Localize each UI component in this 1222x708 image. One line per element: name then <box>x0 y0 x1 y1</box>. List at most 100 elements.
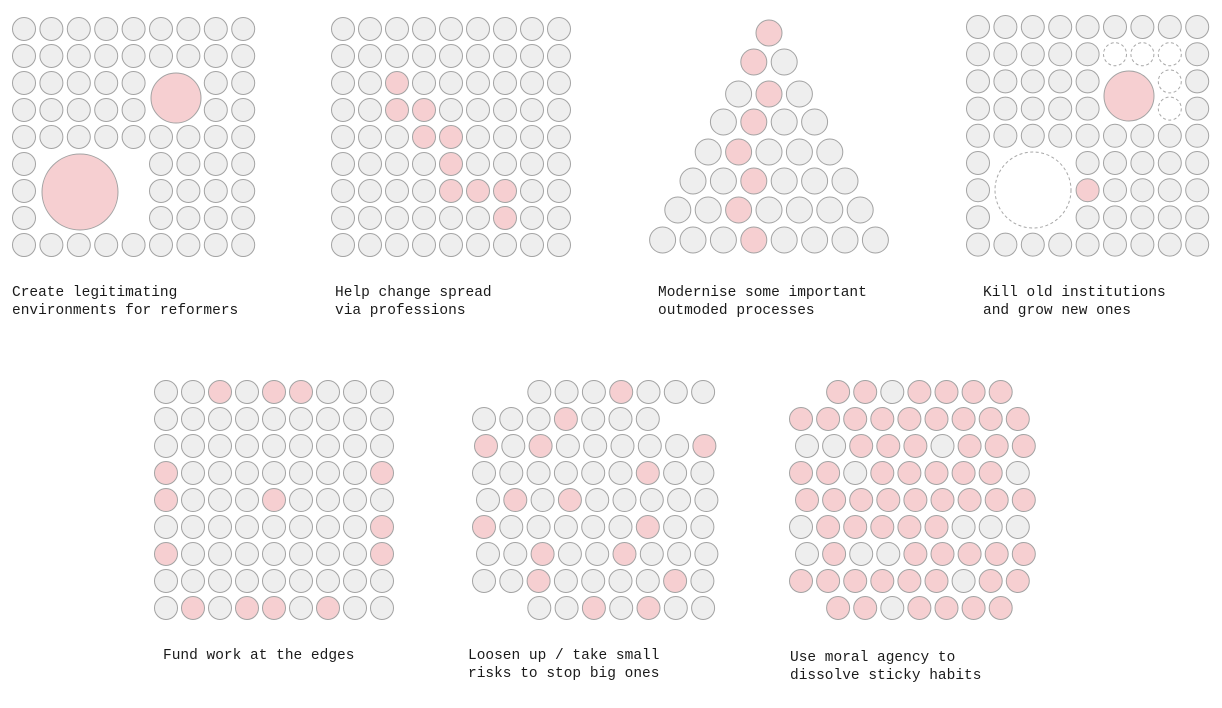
fund-work-at-edges-dot <box>262 596 286 620</box>
help-change-spread-dot <box>439 206 463 230</box>
kill-old-institutions-dot <box>1130 42 1155 67</box>
create-legitimating-environments-dot <box>149 125 173 149</box>
help-change-spread-dot <box>358 152 382 176</box>
help-change-spread-dot <box>358 125 382 149</box>
kill-old-institutions-dot <box>993 96 1018 121</box>
use-moral-agency-dot <box>853 380 878 404</box>
loosen-up-dot <box>499 407 524 431</box>
kill-old-institutions-large-dot <box>1103 70 1155 122</box>
help-change-spread-dot <box>493 152 517 176</box>
use-moral-agency-dot <box>984 488 1009 512</box>
kill-old-institutions-dot <box>1157 151 1182 175</box>
kill-old-institutions-dot <box>1075 69 1100 94</box>
modernise-processes-dot <box>755 196 783 224</box>
kill-old-institutions-dot <box>966 205 990 230</box>
fund-work-at-edges-dot <box>181 461 205 485</box>
loosen-up-dot <box>608 407 633 431</box>
fund-work-at-edges-dot <box>208 407 232 431</box>
create-legitimating-environments-large-dot <box>41 153 119 231</box>
loosen-up-dot <box>553 515 578 539</box>
use-moral-agency-dot <box>876 488 901 512</box>
help-change-spread-dot <box>520 179 544 203</box>
help-change-spread-dot <box>412 152 436 176</box>
kill-old-institutions-dot <box>993 232 1018 257</box>
use-moral-agency-dot <box>934 380 959 404</box>
use-moral-agency-dot <box>876 434 901 458</box>
create-legitimating-environments-dot <box>39 125 64 149</box>
fund-work-at-edges-dot <box>262 542 286 566</box>
kill-old-institutions-dot <box>1103 178 1127 203</box>
help-change-spread-dot <box>493 179 517 203</box>
fund-work-at-edges-dot <box>289 380 313 404</box>
use-moral-agency-dot <box>795 488 819 512</box>
modernise-processes-dot <box>801 108 829 136</box>
kill-old-institutions-dot <box>1048 15 1073 39</box>
create-legitimating-environments-dot <box>12 98 36 122</box>
kill-old-institutions-dot <box>1185 232 1210 257</box>
help-change-spread-dot <box>331 44 355 68</box>
modernise-processes-dot <box>755 19 783 47</box>
loosen-up-dot <box>663 380 688 404</box>
help-change-spread-dot <box>439 71 463 95</box>
create-legitimating-environments-dot <box>203 233 228 257</box>
help-change-spread-dot <box>466 71 490 95</box>
fund-work-at-edges-dot <box>262 461 286 485</box>
caption-kill-old-institutions: Kill old institutions and grow new ones <box>983 285 1166 319</box>
loosen-up-dot <box>528 434 553 458</box>
use-moral-agency-dot <box>951 515 976 539</box>
kill-old-institutions-dot <box>966 69 990 94</box>
loosen-up-dot <box>499 461 524 485</box>
loosen-up-dot <box>557 542 582 566</box>
fund-work-at-edges-dot <box>181 434 205 458</box>
fund-work-at-edges-dot <box>154 434 178 458</box>
create-legitimating-environments-dot <box>66 17 91 41</box>
use-moral-agency-dot <box>903 542 928 566</box>
loosen-up-dot <box>663 596 688 620</box>
use-moral-agency-dot <box>876 542 901 566</box>
loosen-up-dot <box>635 569 660 593</box>
fund-work-at-edges-dot <box>343 434 367 458</box>
create-legitimating-environments-dot <box>203 179 228 203</box>
modernise-processes-dot <box>785 196 813 224</box>
loosen-up-dot <box>663 461 688 485</box>
kill-old-institutions-dot <box>1130 15 1155 39</box>
fund-work-at-edges-dot <box>289 596 313 620</box>
fund-work-at-edges-dot <box>262 569 286 593</box>
fund-work-at-edges-dot <box>343 488 367 512</box>
use-moral-agency-dot <box>951 569 976 593</box>
help-change-spread-dot <box>412 206 436 230</box>
caption-modernise-processes: Modernise some important outmoded proces… <box>658 285 867 319</box>
loosen-up-dot <box>553 461 578 485</box>
help-change-spread-dot <box>493 125 517 149</box>
help-change-spread-dot <box>439 233 463 257</box>
kill-old-institutions-dot <box>1103 123 1127 148</box>
fund-work-at-edges-dot <box>235 596 259 620</box>
fund-work-at-edges-dot <box>208 542 232 566</box>
loosen-up-dot <box>608 461 633 485</box>
use-moral-agency-dot <box>822 488 847 512</box>
fund-work-at-edges-dot <box>316 434 340 458</box>
fund-work-at-edges-dot <box>262 380 286 404</box>
loosen-up-dot <box>637 434 662 458</box>
kill-old-institutions-dot <box>1048 42 1073 67</box>
create-legitimating-environments-dot <box>94 125 119 149</box>
fund-work-at-edges-dot <box>316 569 340 593</box>
modernise-processes-dot <box>846 196 874 224</box>
fund-work-at-edges-dot <box>154 569 178 593</box>
use-moral-agency-dot <box>961 380 986 404</box>
loosen-up-dot <box>553 569 578 593</box>
fund-work-at-edges-dot <box>208 380 232 404</box>
loosen-up-dot <box>663 569 688 593</box>
create-legitimating-environments-dot <box>66 125 91 149</box>
use-moral-agency-dot <box>957 542 982 566</box>
loosen-up-dot <box>692 434 717 458</box>
fund-work-at-edges-dot <box>181 407 205 431</box>
fund-work-at-edges-dot <box>289 488 313 512</box>
loosen-up-dot <box>694 542 719 566</box>
loosen-up-dot <box>635 515 660 539</box>
modernise-processes-dot <box>770 48 798 76</box>
loosen-up-dot <box>526 515 551 539</box>
create-legitimating-environments-dot <box>121 71 146 95</box>
create-legitimating-environments-dot <box>231 17 256 41</box>
kill-old-institutions-dot <box>1048 123 1073 148</box>
